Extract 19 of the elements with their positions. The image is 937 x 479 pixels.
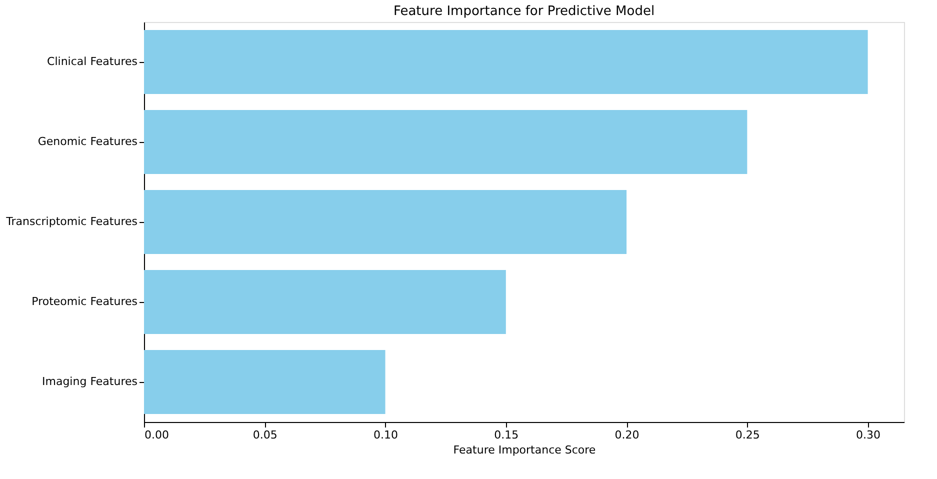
bar (144, 190, 627, 254)
x-tick-label: 0.10 (374, 428, 398, 442)
x-tick-label: 0.25 (735, 428, 760, 442)
y-tick-label: Transcriptomic Features (5, 215, 138, 228)
bar (144, 270, 506, 334)
x-axis-title: Feature Importance Score (453, 444, 596, 456)
y-tick-label: Genomic Features (38, 135, 138, 148)
x-tick-label: 0.00 (144, 428, 169, 442)
chart-title: Feature Importance for Predictive Model (393, 4, 655, 19)
bar (144, 350, 386, 414)
x-tick-label: 0.05 (252, 428, 278, 442)
y-tick-label: Proteomic Features (32, 295, 138, 308)
y-tick-label: Imaging Features (42, 375, 138, 388)
x-tick-label: 0.15 (494, 428, 519, 442)
x-tick-label: 0.30 (856, 428, 881, 442)
bar (144, 110, 748, 174)
bar (144, 30, 868, 94)
x-tick-label: 0.20 (614, 428, 640, 442)
y-tick-label: Clinical Features (47, 55, 138, 68)
